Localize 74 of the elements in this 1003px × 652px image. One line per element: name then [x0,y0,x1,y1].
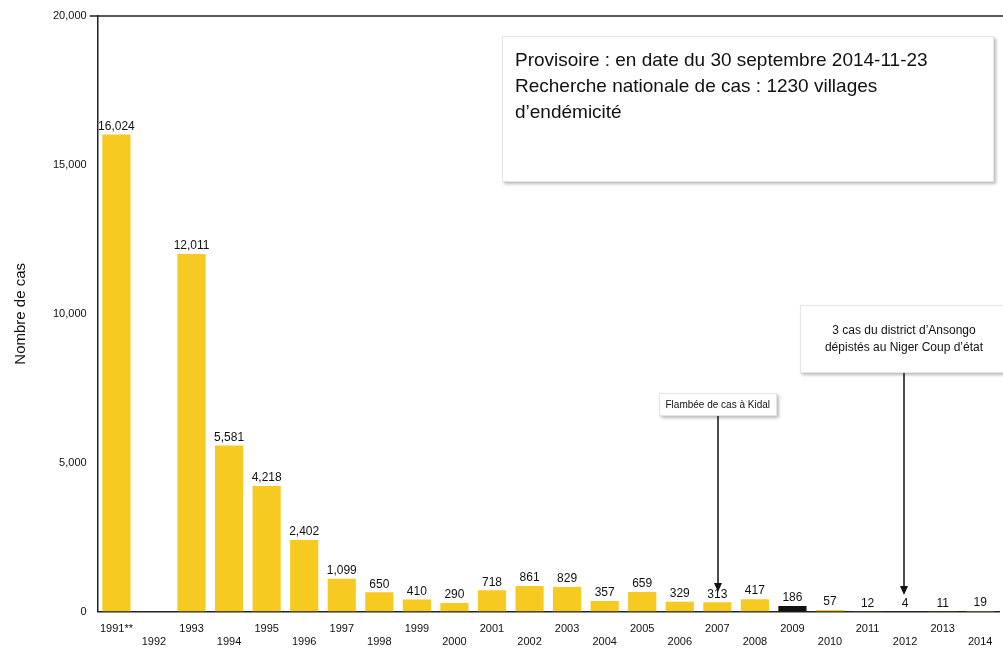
data-label: 357 [594,585,615,600]
x-tick-label: 2003 [554,622,580,635]
y-axis-title: Nombre de cas [11,262,29,365]
bar [177,253,206,612]
x-tick-label: 2008 [742,635,768,648]
x-tick-label: 1994 [216,635,242,648]
data-label: 718 [481,574,503,589]
x-tick-label: 2014 [967,635,993,648]
bar [252,485,281,612]
data-label: 290 [444,587,465,602]
data-label: 329 [669,586,691,601]
bar [740,599,769,612]
data-label: 829 [557,571,578,586]
bar [327,578,356,612]
data-label: 5,581 [214,429,245,444]
bar [477,590,507,612]
note-box: 3 cas du district d’Ansongo dépistés au Niger Coup d’état [800,305,1003,373]
data-label: 19 [973,595,988,610]
x-tick-label: 1991** [99,622,134,635]
bar [215,445,244,612]
bar [703,602,732,612]
bar [102,134,131,612]
data-label: 861 [519,570,540,585]
data-label: 186 [782,590,803,605]
x-tick-label: 1995 [254,622,279,635]
bar [440,602,469,612]
x-tick-label: 2005 [629,622,655,635]
x-tick-label: 1999 [404,622,430,635]
x-tick-label: 1997 [329,622,354,635]
data-label: 313 [707,586,728,601]
data-label: 4,218 [251,470,282,485]
x-tick-label: 1996 [291,635,317,648]
bar [290,540,319,612]
y-tick-label: 20,000 [52,9,87,22]
x-tick-label: 2001 [479,622,505,635]
bar [365,592,394,612]
data-label: 2,402 [289,524,320,539]
x-tick-label: 2013 [930,622,955,635]
x-tick-label: 2002 [517,635,542,648]
x-tick-label: 2007 [705,622,730,635]
y-tick-label: 10,000 [52,306,87,319]
x-tick-label: 1992 [141,635,167,648]
x-tick-label: 2011 [855,622,880,635]
bar [402,599,431,612]
data-label: 1,099 [326,563,358,578]
bar [515,585,544,612]
y-tick-label: 5,000 [59,455,87,468]
data-label: 417 [744,583,766,598]
data-label: 659 [632,576,653,591]
x-tick-label: 1993 [179,622,204,635]
x-tick-label: 2012 [892,635,918,648]
note-box: Flambée de cas à Kidal [658,393,777,416]
x-tick-label: 2006 [667,635,693,648]
data-label: 12 [860,595,875,610]
bar [628,591,657,612]
x-tick-label: 2004 [592,635,617,648]
x-tick-label: 2010 [817,635,843,648]
x-tick-label: 2000 [442,635,467,648]
data-label: 12,011 [173,238,210,253]
x-tick-label: 1998 [367,635,392,648]
bar [553,586,582,612]
data-label: 410 [406,583,428,598]
data-label: 4 [901,595,909,610]
bar [590,600,619,612]
data-label: 650 [369,576,390,591]
bar [665,601,694,612]
y-tick-label: 0 [80,604,87,617]
note-box: Provisoire : en date du 30 septembre 2014-11-23 Recherche nationale de cas : 1230 villages d’endémicité [502,36,994,182]
x-tick-label: 2009 [780,622,805,635]
bar [778,606,807,612]
data-label: 57 [823,594,837,609]
data-label: 16,024 [98,118,136,133]
y-tick-label: 15,000 [52,157,87,170]
data-label: 11 [936,595,950,610]
